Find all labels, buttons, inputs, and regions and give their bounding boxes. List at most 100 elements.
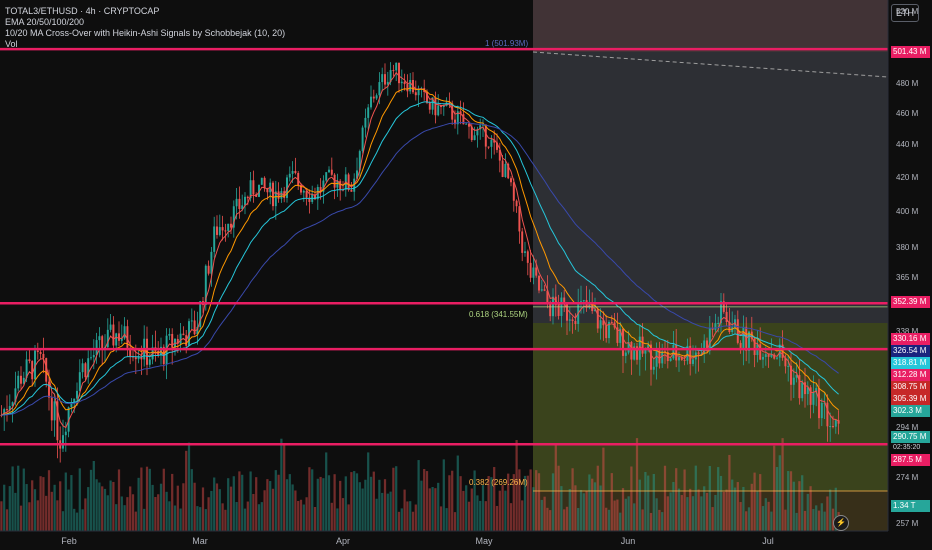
candle-body: [350, 190, 353, 192]
candle-body: [540, 289, 543, 291]
volume-bar: [764, 498, 767, 531]
volume-bar: [638, 479, 641, 531]
candle-body: [291, 170, 294, 174]
volume-bar: [297, 500, 300, 531]
candle-body: [386, 81, 389, 85]
price-axis-label: 365 M: [896, 273, 919, 282]
volume-bar: [434, 488, 437, 531]
strategy-indicator-label[interactable]: 10/20 MA Cross-Over with Heikin-Ashi Sig…: [5, 28, 286, 38]
volume-bar: [129, 486, 132, 531]
volume-bar: [162, 468, 165, 531]
volume-bar: [207, 497, 210, 531]
volume-bar: [263, 490, 266, 531]
volume-bar: [775, 467, 779, 531]
volume-bar: [641, 509, 644, 531]
volume-bar: [770, 511, 773, 531]
candle-body: [465, 123, 468, 125]
volume-bar: [677, 488, 681, 531]
candle-body: [790, 365, 792, 385]
candle-body: [487, 146, 490, 148]
candle-body: [210, 251, 213, 274]
volume-bar: [285, 479, 289, 531]
candle-body: [809, 387, 812, 405]
volume-bar: [557, 465, 560, 531]
candle-body: [546, 290, 549, 304]
candle-body: [266, 188, 269, 193]
candle-body: [288, 173, 291, 178]
candle-body: [484, 124, 487, 147]
volume-bar: [19, 505, 23, 531]
lightning-icon[interactable]: ⚡: [833, 515, 849, 531]
candle-body: [714, 323, 717, 330]
volume-bar: [666, 496, 669, 531]
volume-bar: [529, 469, 532, 531]
volume-bar: [31, 480, 34, 531]
volume-bar: [571, 468, 574, 531]
volume-bar: [179, 508, 182, 531]
candle-body: [801, 382, 804, 399]
volume-bar: [151, 484, 154, 531]
volume-bar: [395, 466, 398, 531]
volume-bar: [551, 473, 555, 531]
candle-body: [454, 119, 456, 125]
volume-bar: [64, 472, 67, 531]
volume-indicator-label[interactable]: Vol: [5, 39, 18, 49]
candle-body: [193, 320, 196, 335]
candle-body: [50, 397, 53, 421]
volume-bar: [481, 485, 485, 531]
candle-body: [762, 356, 764, 360]
price-tag: 305.39 M: [891, 393, 930, 405]
volume-bar: [53, 484, 56, 531]
candle-body: [70, 402, 73, 408]
ema-100-line: [1, 101, 839, 416]
volume-bar: [176, 485, 179, 531]
price-axis-label: 460 M: [896, 109, 919, 118]
time-axis-label: May: [475, 536, 493, 546]
volume-bar: [829, 489, 832, 531]
price-axis-label: 294 M: [896, 423, 919, 432]
volume-bar: [459, 476, 462, 531]
candle-body: [473, 135, 476, 141]
volume-bar: [445, 508, 448, 531]
candle-body: [451, 103, 454, 120]
candle-body: [792, 377, 795, 385]
candle-body: [739, 342, 742, 348]
volume-bar: [299, 499, 303, 531]
candle-body: [829, 426, 832, 428]
candle-body: [62, 435, 64, 449]
currency-button[interactable]: ETH: [891, 4, 919, 22]
candle-body: [630, 341, 633, 360]
volume-bar: [157, 494, 160, 531]
volume-bar: [353, 471, 356, 531]
volume-bar: [333, 474, 336, 531]
volume-bar: [266, 479, 269, 531]
volume-bar: [498, 490, 501, 531]
candle-body: [171, 333, 174, 348]
candle-body: [641, 336, 644, 354]
candle-body: [837, 420, 840, 424]
volume-bar: [327, 475, 331, 531]
candle-body: [409, 79, 412, 92]
volume-bar: [543, 496, 546, 531]
candle-body: [95, 340, 98, 356]
volume-bar: [591, 478, 594, 531]
candle-body: [76, 390, 78, 399]
volume-bar: [535, 470, 538, 531]
candle-body: [574, 320, 577, 324]
volume-bar: [599, 485, 602, 531]
volume-bar: [823, 511, 826, 531]
ema-lines: [1, 71, 839, 429]
symbol-title[interactable]: TOTAL3/ETHUSD · 4h · CRYPTOCAP: [5, 6, 160, 16]
candle-body: [328, 169, 330, 173]
candle-body: [319, 187, 322, 192]
volume-bar: [719, 475, 723, 531]
volume-bar: [148, 468, 151, 531]
volume-bar: [42, 477, 45, 531]
candle-body: [434, 97, 437, 116]
ema-indicator-label[interactable]: EMA 20/50/100/200: [5, 17, 85, 27]
candle-body: [17, 375, 20, 389]
candle-body: [370, 96, 372, 108]
candle-body: [767, 354, 770, 357]
volume-bar: [56, 500, 59, 531]
